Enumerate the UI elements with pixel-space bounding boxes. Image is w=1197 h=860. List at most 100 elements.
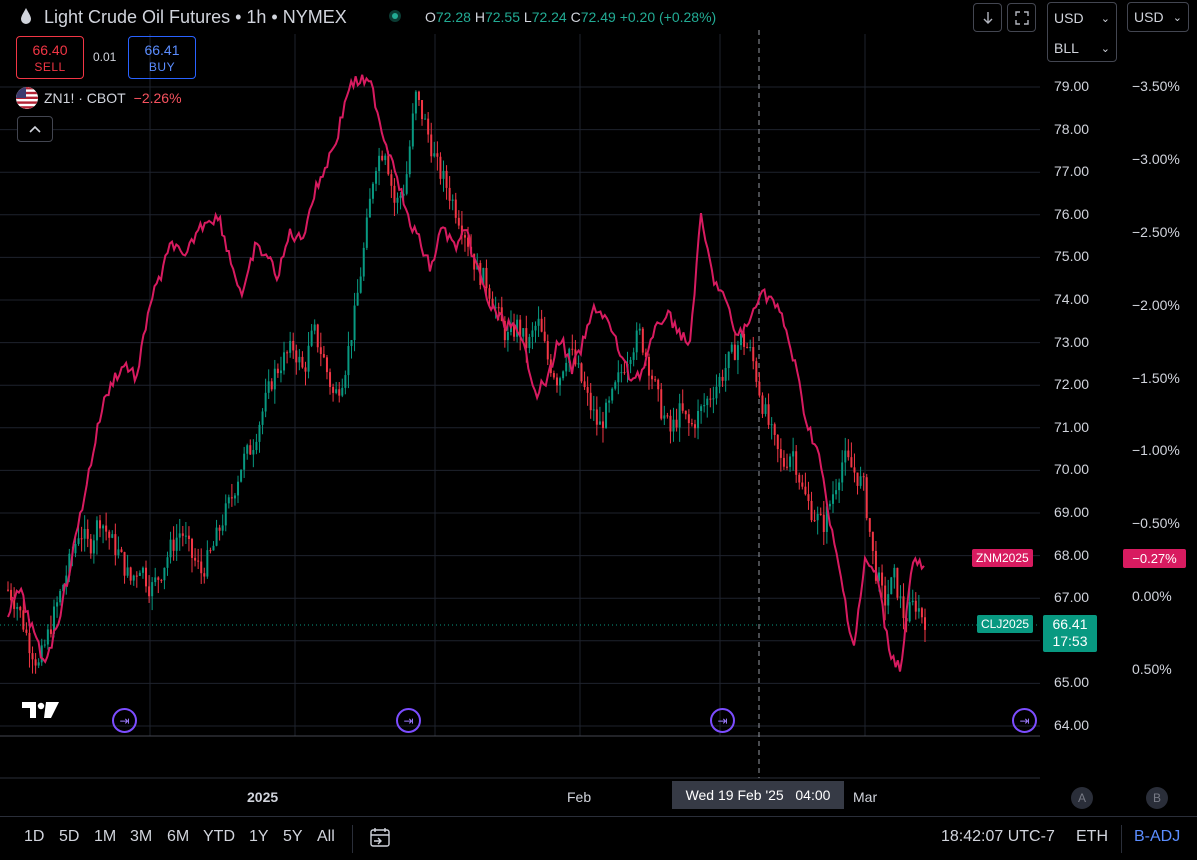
auto-scale-button[interactable]: A [1071, 787, 1093, 809]
time-label-feb: Feb [567, 789, 592, 805]
range-3m[interactable]: 3M [130, 828, 153, 845]
candle-body [877, 572, 880, 581]
crosshair-date-label: Wed 19 Feb '25 04:00 [672, 781, 844, 809]
candle-body [243, 453, 246, 470]
compare-legend[interactable]: ZN1! · CBOT −2.26% [16, 87, 182, 109]
scale-b-button[interactable]: B [1146, 787, 1168, 809]
candle-body [914, 600, 917, 612]
currency-select[interactable]: USD ⌄ [1048, 3, 1116, 33]
candle-body [141, 567, 144, 573]
event-marker-icon[interactable]: ⇥ [112, 708, 137, 733]
candle-body [301, 356, 304, 368]
candle-body [727, 351, 730, 369]
candle-body [822, 514, 825, 532]
candle-body [700, 406, 703, 411]
calendar-goto-icon[interactable] [368, 826, 392, 850]
candle-body [221, 525, 224, 531]
candle-body [693, 424, 696, 429]
candle-body [632, 352, 635, 360]
candle-body [485, 267, 488, 289]
candle-body [614, 382, 617, 389]
candle-body [396, 197, 399, 203]
crosshair-date: Wed 19 Feb '25 [685, 787, 784, 803]
download-button[interactable] [973, 3, 1002, 32]
range-ytd[interactable]: YTD [203, 828, 235, 845]
event-marker-icon[interactable]: ⇥ [396, 708, 421, 733]
candle-body [230, 497, 233, 499]
candle-body [651, 375, 654, 380]
event-marker-icon[interactable]: ⇥ [1012, 708, 1037, 733]
candle-body [825, 506, 828, 532]
currency-select-secondary[interactable]: USD ⌄ [1127, 2, 1189, 32]
market-status-icon[interactable] [389, 10, 401, 22]
price-axis-label: 72.00 [1054, 376, 1090, 393]
chart-grid [0, 34, 1040, 736]
time-axis[interactable]: 2025 Feb Mar [0, 778, 1040, 812]
candle-body [53, 606, 56, 634]
candle-body [145, 567, 148, 587]
candle-body [519, 319, 522, 337]
collapse-legend-button[interactable] [17, 116, 53, 142]
candle-body [304, 367, 307, 372]
range-1m[interactable]: 1M [94, 828, 117, 845]
unit-value: BLL [1054, 40, 1079, 56]
candle-body [749, 347, 752, 349]
range-1d[interactable]: 1D [24, 828, 45, 845]
clj-countdown: 17:53 [1052, 633, 1088, 649]
candle-body [411, 113, 414, 147]
candle-body [332, 386, 335, 393]
candle-body [589, 392, 592, 411]
tradingview-logo-icon[interactable] [21, 698, 61, 722]
range-all[interactable]: All [317, 828, 335, 845]
candle-body [138, 572, 141, 576]
sell-button[interactable]: 66.40 SELL [16, 36, 84, 79]
ohlc-open: 72.28 [435, 9, 471, 25]
candle-body [565, 362, 568, 372]
candle-body [488, 288, 491, 299]
candle-body [690, 423, 693, 425]
candle-body [56, 602, 59, 607]
sell-label: SELL [34, 60, 66, 74]
candle-body [154, 577, 157, 583]
buy-label: BUY [148, 60, 176, 74]
percent-axis-label: −2.50% [1132, 223, 1180, 240]
candle-body [687, 414, 690, 424]
candle-body [105, 525, 108, 532]
us-flag-icon [16, 87, 38, 109]
range-6m[interactable]: 6M [167, 828, 190, 845]
candle-body [28, 632, 31, 654]
symbol-title[interactable]: Light Crude Oil Futures • 1h • NYMEX [44, 7, 347, 27]
event-marker-icon[interactable]: ⇥ [710, 708, 735, 733]
range-5y[interactable]: 5Y [283, 828, 303, 845]
back-adjust-toggle[interactable]: B-ADJ [1134, 828, 1181, 845]
candle-body [148, 586, 151, 597]
candle-body [850, 457, 853, 468]
candle-body [338, 389, 341, 396]
candle-body [307, 345, 310, 372]
range-5d[interactable]: 5D [59, 828, 80, 845]
unit-select[interactable]: BLL ⌄ [1048, 33, 1116, 63]
candle-body [451, 199, 454, 201]
candle-body [365, 217, 368, 248]
price-axis-label: 71.00 [1054, 418, 1090, 435]
price-axis-label: 64.00 [1054, 717, 1090, 733]
candle-body [454, 199, 457, 218]
candle-body [503, 321, 506, 341]
candle-body [798, 474, 801, 483]
candle-body [313, 324, 316, 331]
candle-body [666, 415, 669, 417]
range-1y[interactable]: 1Y [249, 828, 269, 845]
currency-value: USD [1054, 10, 1084, 26]
candle-body [559, 378, 562, 386]
fullscreen-button[interactable] [1007, 3, 1036, 32]
buy-button[interactable]: 66.41 BUY [128, 36, 196, 79]
clj-price-tag: 66.41 17:53 [1043, 615, 1097, 652]
session-toggle[interactable]: ETH [1076, 828, 1108, 845]
utc-clock[interactable]: 18:42:07 UTC-7 [941, 828, 1055, 845]
currency-unit-selector[interactable]: USD ⌄ BLL ⌄ [1047, 2, 1117, 62]
candle-body [733, 344, 736, 360]
candle-body [132, 575, 135, 581]
candle-body [417, 91, 420, 101]
candle-body [810, 500, 813, 521]
